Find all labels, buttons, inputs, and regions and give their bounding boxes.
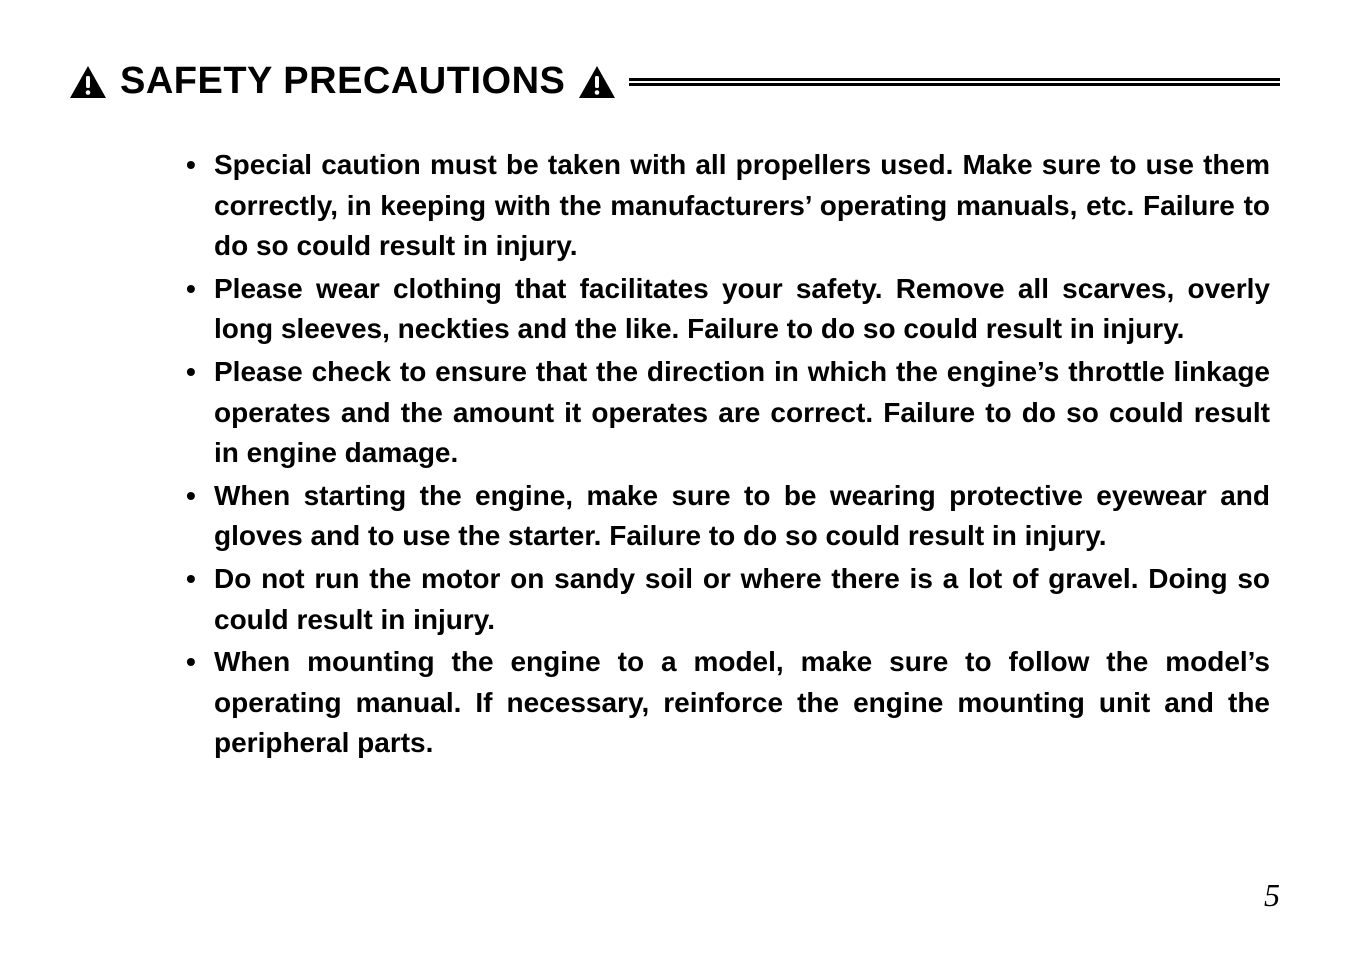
list-item: When starting the engine, make sure to b… <box>180 476 1270 557</box>
double-rule-divider <box>629 78 1280 86</box>
list-item: Please wear clothing that facilitates yo… <box>180 269 1270 350</box>
list-item: When mounting the engine to a model, mak… <box>180 642 1270 764</box>
section-heading-row: SAFETY PRECAUTIONS <box>70 60 1280 103</box>
list-item: Please check to ensure that the directio… <box>180 352 1270 474</box>
list-item: Special caution must be taken with all p… <box>180 145 1270 267</box>
page-number: 5 <box>1264 877 1280 914</box>
content-area: Special caution must be taken with all p… <box>70 145 1280 764</box>
warning-triangle-icon <box>70 66 106 98</box>
warning-triangle-icon <box>579 66 615 98</box>
safety-bullet-list: Special caution must be taken with all p… <box>180 145 1270 764</box>
list-item: Do not run the motor on sandy soil or wh… <box>180 559 1270 640</box>
section-title: SAFETY PRECAUTIONS <box>120 60 565 103</box>
